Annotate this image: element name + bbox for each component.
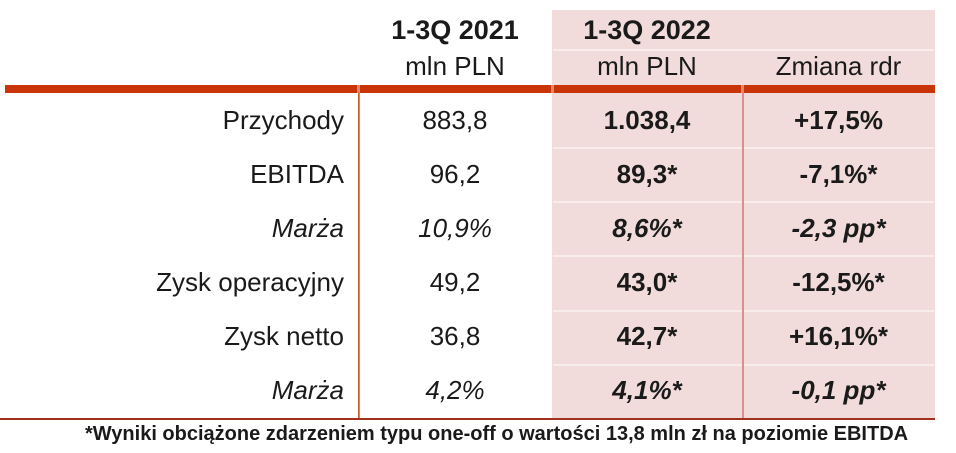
value-2022: 4,1%* [612, 375, 682, 406]
rule-notch [741, 85, 744, 93]
table-row-zysk-netto: Zysk netto 36,8 42,7* +16,1%* [0, 310, 935, 364]
value-2022: 42,7* [616, 321, 678, 352]
table-row-ebitda: EBITDA 96,2 89,3* -7,1%* [0, 147, 935, 201]
value-2021: 36,8 [429, 321, 481, 352]
footer-rule [0, 418, 935, 420]
column-divider-change [742, 93, 744, 418]
value-2021: 10,9% [418, 212, 492, 243]
value-2021: 883,8 [422, 104, 488, 135]
column-header-2021: 1-3Q 2021 [391, 15, 519, 45]
table-row-marza-ebitda: Marża 10,9% 8,6%* -2,3 pp* [0, 201, 935, 255]
footnote: *Wyniki obciążone zdarzeniem typu one-of… [85, 423, 909, 445]
column-divider-labels [358, 93, 360, 418]
table-body: Przychody 883,8 1.038,4 +17,5% EBITDA 96… [0, 93, 935, 418]
value-2022: 8,6%* [612, 212, 682, 243]
value-2021: 49,2 [429, 267, 481, 298]
value-change: +17,5% [794, 104, 883, 135]
row-label: Zysk operacyjny [156, 267, 344, 298]
rule-notch [551, 85, 554, 93]
row-label: Marża [271, 375, 344, 406]
column-header-change: Zmiana rdr [775, 51, 902, 81]
value-2021: 4,2% [425, 375, 485, 406]
value-change: -0,1 pp* [791, 375, 886, 406]
row-label: Marża [271, 212, 344, 243]
column-unit-2021: mln PLN [405, 51, 505, 81]
rule-notch [357, 85, 360, 93]
value-2021: 96,2 [429, 158, 481, 189]
row-label: EBITDA [250, 158, 344, 189]
header-separator [553, 49, 934, 51]
table-row-przychody: Przychody 883,8 1.038,4 +17,5% [0, 93, 935, 147]
column-header-2022: 1-3Q 2022 [583, 15, 711, 45]
value-2022: 1.038,4 [603, 104, 691, 135]
value-change: -2,3 pp* [791, 212, 886, 243]
value-change: +16,1%* [788, 321, 889, 352]
header-rule [5, 85, 935, 93]
value-2022: 89,3* [616, 158, 678, 189]
table-row-marza-netto: Marża 4,2% 4,1%* -0,1 pp* [0, 364, 935, 418]
value-change: -12,5%* [792, 267, 885, 298]
value-change: -7,1%* [799, 158, 878, 189]
column-unit-2022: mln PLN [597, 51, 697, 81]
table-row-zysk-operacyjny: Zysk operacyjny 49,2 43,0* -12,5%* [0, 256, 935, 310]
value-2022: 43,0* [616, 267, 678, 298]
row-label: Zysk netto [224, 321, 344, 352]
row-label: Przychody [222, 104, 344, 135]
